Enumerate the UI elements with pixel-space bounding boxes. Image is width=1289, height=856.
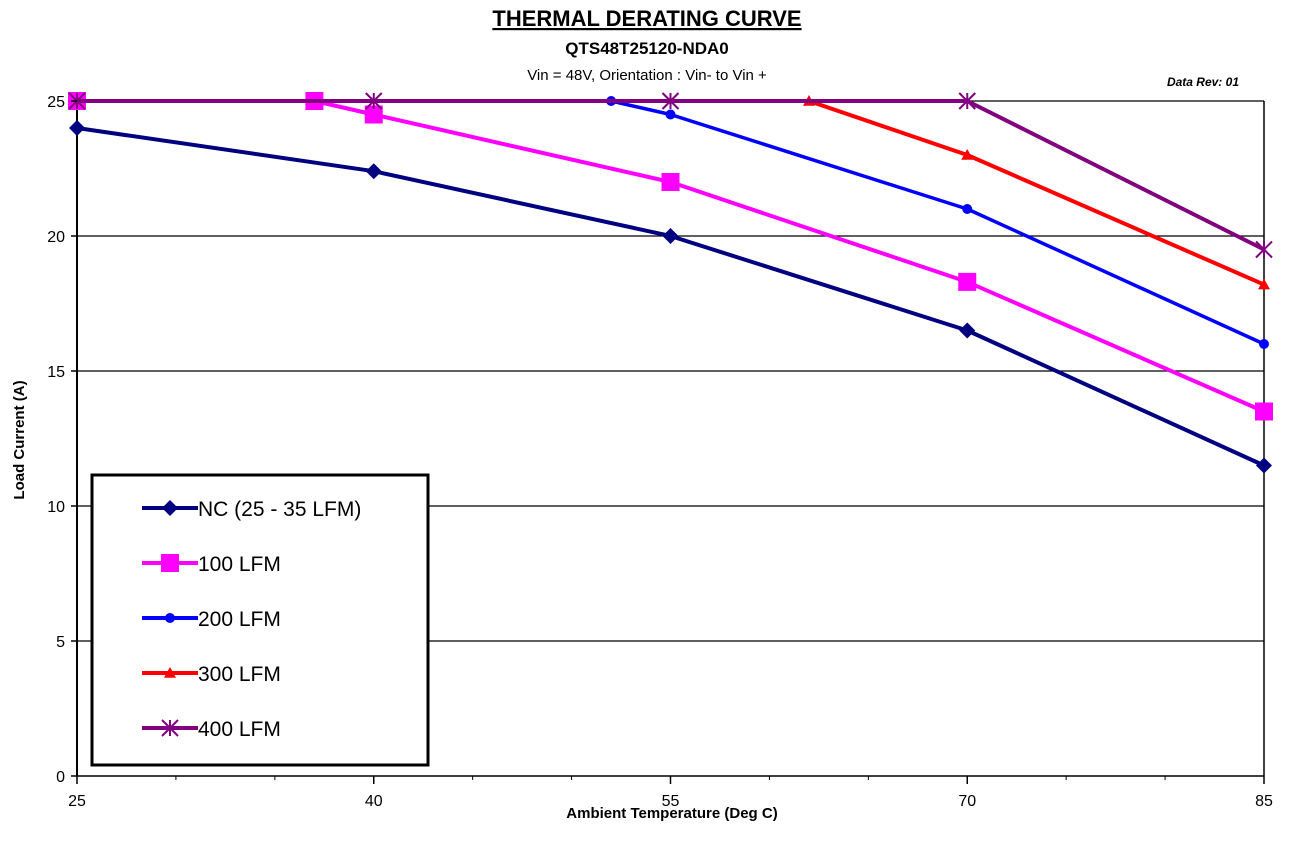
data-point-1-4	[958, 272, 977, 291]
legend-swatch-marker-4	[161, 719, 179, 737]
data-point-1-5	[1255, 402, 1273, 421]
y-tick-label-20: 20	[47, 229, 65, 246]
data-point-2-2	[962, 204, 973, 214]
legend-swatch-marker-3	[164, 667, 176, 678]
chart-subtitle: QTS48T25120-NDA0	[565, 39, 728, 58]
series-line-3	[808, 99, 1265, 287]
x-tick-label-40: 40	[365, 793, 383, 810]
series-2	[606, 96, 1269, 349]
data-revision: Data Rev: 01	[1167, 75, 1239, 89]
legend: NC (25 - 35 LFM) 100 LFM 200 LFM 300 LFM 400…	[90, 473, 430, 767]
legend-swatch-marker-2	[165, 613, 175, 623]
series-3	[802, 95, 1270, 290]
legend-swatch-marker-1	[161, 554, 179, 572]
data-point-3-1	[961, 149, 974, 160]
legend-label-1: 100 LFM	[198, 553, 281, 576]
data-point-0-1	[365, 163, 382, 180]
data-point-1-3	[661, 173, 680, 191]
y-tick-label-25: 25	[47, 94, 65, 111]
y-tick-label-0: 0	[56, 769, 65, 786]
data-point-0-0	[69, 120, 85, 136]
data-point-4-1	[365, 92, 383, 110]
data-point-0-2	[662, 228, 679, 244]
legend-item-4: 400 LFM	[142, 718, 281, 741]
data-point-2-1	[665, 109, 676, 120]
chart-title: THERMAL DERATING CURVE	[492, 6, 801, 31]
data-point-4-4	[1255, 240, 1273, 259]
y-tick-label-10: 10	[47, 499, 65, 516]
legend-label-0: NC (25 - 35 LFM)	[198, 498, 361, 521]
legend-swatch-marker-0	[162, 500, 178, 516]
series-line-1	[77, 99, 1265, 414]
y-tick-label-5: 5	[56, 634, 65, 651]
legend-label-2: 200 LFM	[198, 608, 281, 631]
legend-label-3: 300 LFM	[198, 663, 281, 686]
y-tick-label-15: 15	[47, 364, 65, 381]
legend-item-3: 300 LFM	[142, 663, 281, 686]
data-point-3-2	[1258, 278, 1270, 290]
legend-item-2: 200 LFM	[142, 608, 281, 631]
data-point-0-4	[1256, 457, 1272, 474]
x-tick-label-25: 25	[68, 793, 86, 810]
axis-ticks: 0 5 10 15 20 25 25 40 55 70 85	[47, 94, 1273, 810]
legend-label-4: 400 LFM	[198, 718, 281, 741]
x-tick-label-70: 70	[958, 793, 976, 810]
legend-item-1: 100 LFM	[142, 553, 281, 576]
series-0	[69, 120, 1272, 474]
series-group	[68, 92, 1273, 474]
data-point-2-3	[1259, 339, 1269, 349]
data-point-4-2	[661, 92, 680, 110]
data-point-0-3	[959, 322, 976, 339]
x-tick-label-85: 85	[1255, 793, 1273, 810]
data-point-4-3	[958, 92, 976, 110]
series-4	[68, 92, 1273, 259]
data-point-1-2	[364, 105, 383, 124]
x-axis-label: Ambient Temperature (Deg C)	[566, 805, 777, 822]
y-axis-label: Load Current (A)	[11, 380, 28, 499]
x-tick-label-55: 55	[662, 793, 680, 810]
chart-condition: Vin = 48V, Orientation : Vin- to Vin +	[527, 67, 767, 84]
series-line-2	[610, 99, 1265, 346]
legend-item-0: NC (25 - 35 LFM)	[142, 498, 361, 521]
